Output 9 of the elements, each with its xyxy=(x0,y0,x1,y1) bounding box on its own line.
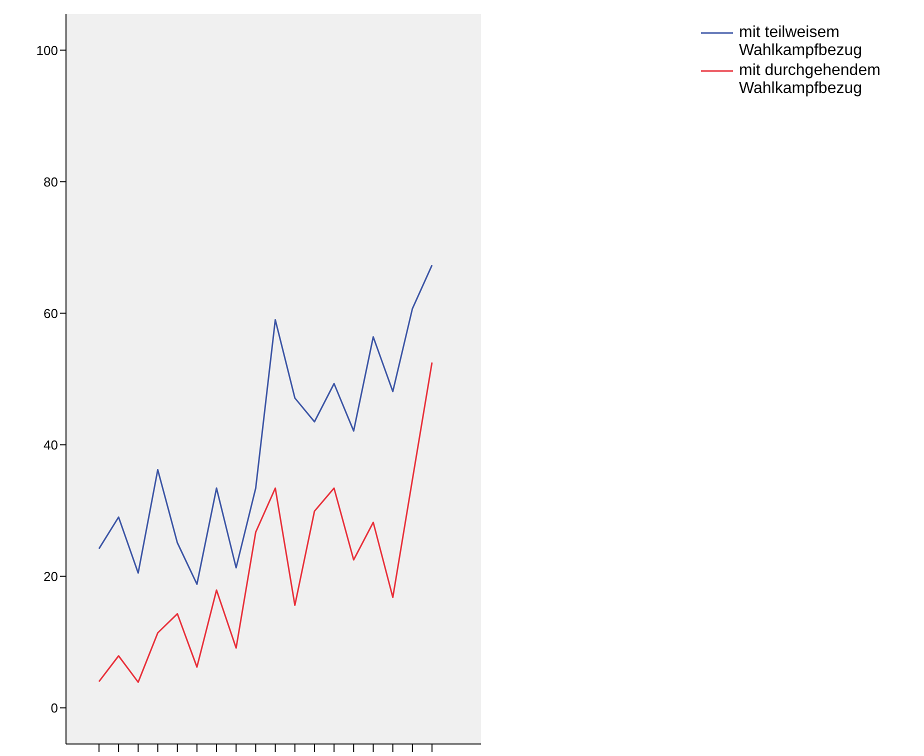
y-tick-label: 20 xyxy=(44,568,58,584)
y-tick-label: 0 xyxy=(50,700,58,716)
y-tick-label: 80 xyxy=(44,174,58,190)
legend-label: mit durchgehendem Wahlkampfbezug xyxy=(739,62,882,98)
line-series xyxy=(98,362,433,683)
y-tick-label: 40 xyxy=(44,437,58,452)
line-series xyxy=(98,264,433,585)
y-tick-label: 60 xyxy=(44,306,58,321)
y-tick-label: 100 xyxy=(36,42,58,58)
